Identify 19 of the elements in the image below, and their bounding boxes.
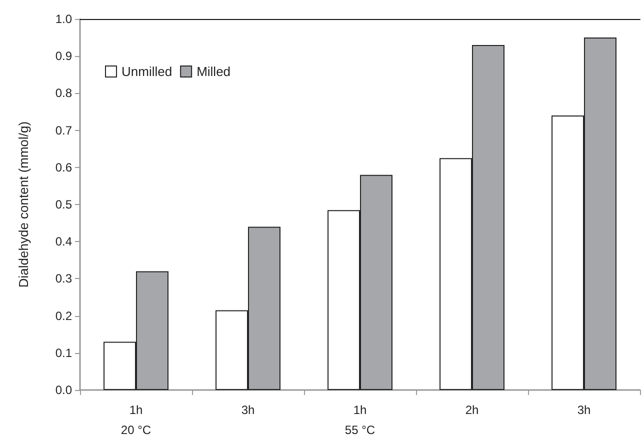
legend-label: Unmilled [122, 64, 172, 79]
x-tick-label: 3h [241, 403, 255, 417]
y-tick-label: 0.3 [55, 272, 72, 286]
y-tick-label: 0.8 [55, 86, 72, 100]
y-tick-label: 0.2 [55, 308, 72, 323]
legend-label: Milled [196, 64, 231, 79]
y-tick-label: 0.7 [55, 123, 72, 138]
x-tick-label: 1h 55 °C [344, 403, 376, 437]
y-tick-label: 1.0 [55, 12, 72, 26]
x-tick-label: 1h 20 °C [120, 403, 152, 437]
y-axis-title: Dialdehyde content (mmol/g) [16, 121, 31, 288]
y-tick-label: 0.5 [55, 198, 72, 212]
y-tick-label: 0.9 [55, 49, 72, 64]
x-tick-label: 2h [465, 403, 479, 417]
y-tick-label: 0.6 [55, 160, 72, 174]
x-tick-label: 3h [577, 403, 591, 417]
y-tick-label: 0.0 [55, 383, 72, 397]
y-tick-label: 0.4 [55, 234, 72, 249]
y-tick-label: 0.1 [55, 346, 72, 360]
